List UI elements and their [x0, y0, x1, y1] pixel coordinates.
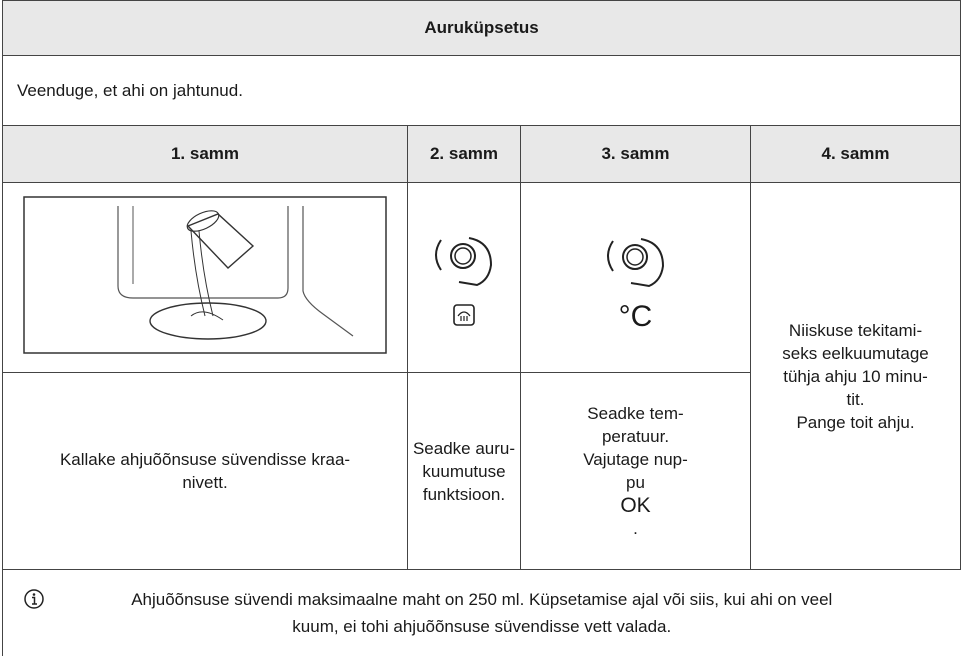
- knob-icon: [435, 237, 493, 326]
- text-line: Seadke tem-: [587, 404, 684, 423]
- intro: Veenduge, et ahi on jahtunud.: [1, 55, 962, 126]
- note: Ahjuõõnsuse süvendi maksimaalne maht on …: [1, 569, 961, 656]
- text-line: nivett.: [182, 473, 228, 492]
- text-line: Ahjuõõnsuse süvendi maksimaalne maht on …: [131, 589, 833, 609]
- step-text: Niiskuse tekitami-seks eelkuumutage tühja…: [749, 182, 962, 570]
- pour-water-illustration: [23, 196, 387, 354]
- step-text: Seadke tem-peratuur. Vajutage nup-pu OK.: [520, 372, 751, 570]
- text-line: seks eelkuumutage: [782, 343, 929, 363]
- icon-cell: °C: [520, 182, 751, 373]
- text-line: Kallake ahjuõõnsuse süvendisse kraa-: [59, 450, 351, 469]
- step-text: Seadke auru-kuumutuse funktsioon.: [407, 372, 521, 570]
- text-line: kuumutuse: [422, 461, 506, 481]
- step-heading: 3. samm: [520, 125, 751, 183]
- step-heading: 4. samm: [749, 125, 962, 183]
- table-title: Auruküpsetus: [1, 0, 962, 56]
- text-line: pu: [626, 473, 645, 492]
- step-text: Kallake ahjuõõnsuse süvendisse kraa-nive…: [2, 372, 408, 570]
- text-line: Pange toit ahju.: [796, 412, 915, 432]
- text-line: kuum, ei tohi ahjuõõnsuse süvendisse vet…: [292, 616, 672, 636]
- text-line: OK: [620, 494, 651, 517]
- info-icon: [24, 589, 44, 609]
- text-line: .: [633, 519, 638, 538]
- icon-cell: [407, 182, 521, 373]
- step-heading: 1. samm: [2, 125, 408, 183]
- text-line: Niiskuse tekitami-: [788, 320, 923, 340]
- note-text: Ahjuõõnsuse süvendi maksimaalne maht on …: [3, 586, 961, 640]
- temperature-symbol: °C: [618, 300, 653, 333]
- text-line: tühja ahju 10 minu-: [783, 366, 928, 386]
- text-line: funktsioon.: [422, 484, 506, 504]
- text-line: Seadke auru-: [412, 438, 516, 458]
- step-heading: 2. samm: [407, 125, 521, 183]
- illustration-cell: [2, 182, 408, 373]
- text-line: Vajutage nup-: [583, 450, 688, 469]
- text-line: peratuur.: [601, 427, 670, 446]
- knob-icon: [606, 238, 664, 288]
- text-line: tit.: [846, 389, 865, 409]
